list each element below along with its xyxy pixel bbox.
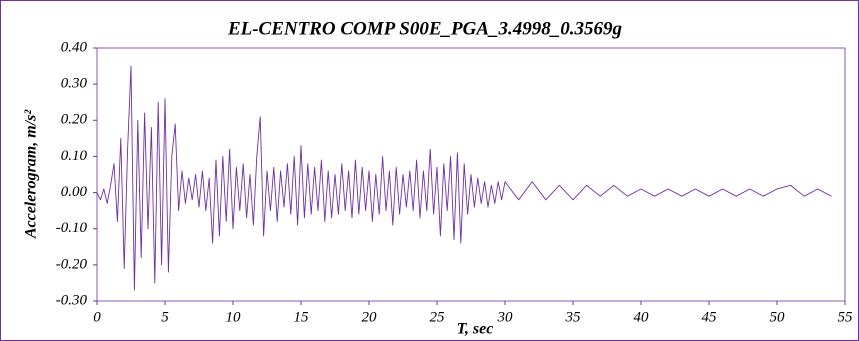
x-tick-label: 20 xyxy=(362,309,378,325)
y-tick-label: -0.30 xyxy=(56,292,88,308)
y-tick-label: -0.20 xyxy=(56,256,88,272)
x-tick-label: 45 xyxy=(702,309,718,325)
x-tick-label: 35 xyxy=(565,309,582,325)
x-tick-label: 5 xyxy=(161,309,169,325)
y-tick-label: 0.10 xyxy=(61,148,88,164)
x-tick-label: 15 xyxy=(294,309,310,325)
x-axis-label: T, sec xyxy=(457,321,494,338)
x-tick-label: 10 xyxy=(226,309,242,325)
accelerogram-line xyxy=(96,65,832,291)
y-tick-label: 0.20 xyxy=(61,112,88,128)
x-tick-label: 55 xyxy=(838,309,854,325)
x-tick-label: 25 xyxy=(430,309,446,325)
y-tick-label: 0.30 xyxy=(61,76,88,92)
x-tick-label: 30 xyxy=(497,309,514,325)
y-tick-label: 0.40 xyxy=(61,39,88,55)
y-tick-label: 0.00 xyxy=(61,184,88,200)
chart-title: EL-CENTRO COMP S00E_PGA_3.4998_0.3569g xyxy=(227,18,622,39)
plot-frame xyxy=(96,47,846,302)
y-axis-label: Accelerogram, m/s² xyxy=(23,109,40,240)
y-tick-label: -0.10 xyxy=(56,220,88,236)
x-tick-label: 50 xyxy=(770,309,786,325)
x-tick-label: 40 xyxy=(634,309,650,325)
x-tick-label: 0 xyxy=(93,309,101,325)
